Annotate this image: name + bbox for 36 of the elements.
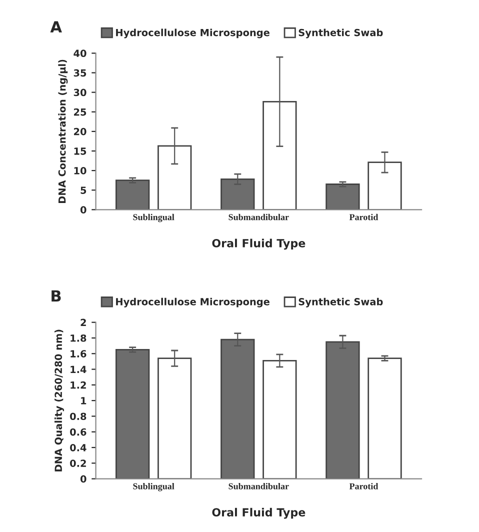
y-tick-label: 1 (81, 397, 86, 404)
y-tick-label: 1.8 (70, 334, 86, 342)
x-tick-label: Submandibular (228, 214, 289, 220)
x-tick-label: Sublingual (133, 482, 174, 492)
y-tick-label: 20 (74, 128, 86, 136)
y-axis-title: DNA Quality (260/280 nm) (54, 330, 64, 472)
x-axis-title: Oral Fluid Type (212, 238, 306, 250)
legend-label: Synthetic Swab (298, 298, 383, 308)
x-tick-label: Parotid (349, 482, 378, 490)
y-tick-label: 0.8 (70, 412, 86, 420)
x-tick-label: Sublingual (133, 214, 174, 222)
y-tick-label: 1.2 (70, 381, 86, 389)
legend-label: Synthetic Swab (298, 28, 383, 38)
y-tick-label: 1.6 (70, 350, 86, 358)
y-tick-label: 5 (80, 186, 86, 194)
x-axis-title: Oral Fluid Type (212, 508, 306, 519)
x-tick-label: Parotid (349, 214, 378, 220)
legend-label: Hydrocellulose Microsponge (116, 298, 270, 308)
y-tick-label: 10 (74, 167, 86, 174)
y-tick-label: 2 (80, 318, 86, 326)
y-tick-label: 0.6 (70, 428, 86, 436)
y-tick-label: 25 (74, 108, 86, 116)
legend-label: Hydrocellulose Microsponge (116, 28, 270, 38)
chart-title: B (52, 290, 61, 302)
y-tick-label: 30 (74, 88, 86, 96)
y-tick-label: 35 (74, 69, 86, 77)
y-tick-label: 0 (80, 206, 86, 214)
y-tick-label: 40 (74, 50, 86, 58)
chart-title: A (50, 21, 62, 32)
y-axis-title: DNA Concentration (ng/µl) (58, 60, 68, 203)
x-tick-label: Submandibular (228, 482, 289, 490)
y-tick-label: 0.2 (70, 460, 86, 467)
y-tick-label: 15 (74, 148, 86, 155)
y-tick-label: 0 (80, 475, 86, 483)
y-tick-label: 0.4 (70, 444, 86, 452)
y-tick-label: 1.4 (70, 366, 86, 373)
